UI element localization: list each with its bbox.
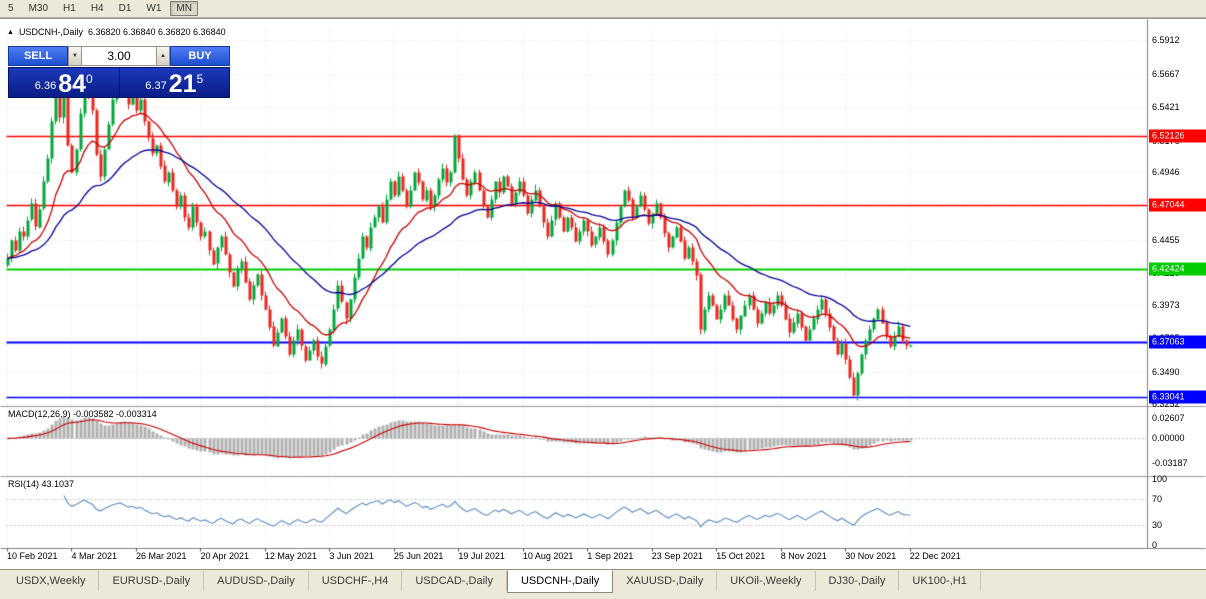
timeframe-button-d1[interactable]: D1 (113, 1, 138, 16)
chart-tab-dj30-daily[interactable]: DJ30-,Daily (816, 571, 900, 591)
collapse-panel-icon[interactable]: ▲ (7, 28, 14, 36)
time-axis-label: 25 Jun 2021 (393, 551, 444, 561)
timeframe-toolbar: 5 M30 H1 H4 D1 W1 MN (0, 0, 1206, 18)
rsi-axis-tick: 30 (1152, 520, 1163, 531)
triangle-up-icon: ▲ (160, 53, 166, 59)
sell-price-display[interactable]: 6.36 84 0 (9, 68, 119, 97)
price-axis-tick: 6.3490 (1152, 366, 1180, 377)
rsi-axis-tick: 0 (1152, 540, 1158, 550)
lot-increase-button[interactable]: ▲ (156, 46, 170, 66)
trade-controls-row: SELL ▼ 3.00 ▲ BUY (8, 46, 230, 66)
time-axis-label: 3 Jun 2021 (329, 551, 374, 561)
macd-axis-tick: -0.03187 (1152, 457, 1188, 468)
time-axis-label: 12 May 2021 (264, 551, 317, 561)
trade-prices-row: 6.36 84 0 6.37 21 5 (8, 67, 230, 98)
price-axis-tick: 6.4455 (1152, 234, 1180, 245)
chart-tab-usdcad-daily[interactable]: USDCAD-,Daily (402, 571, 507, 591)
time-axis-label: 8 Nov 2021 (780, 551, 827, 561)
price-axis-tick: 6.3252 (1152, 399, 1180, 410)
price-axis-tick: 6.3973 (1152, 300, 1180, 311)
rsi-indicator-label: RSI(14) 43.1037 (8, 479, 75, 489)
sell-button[interactable]: SELL (8, 46, 68, 66)
macd-axis-tick: 0.00000 (1152, 432, 1185, 443)
time-axis-label: 30 Nov 2021 (845, 551, 897, 561)
timeframe-button-h1[interactable]: H1 (57, 1, 82, 16)
price-axis-tick: 6.5667 (1152, 68, 1180, 79)
time-axis-label: 26 Mar 2021 (135, 551, 187, 561)
chart-tabs-bar: USDX,Weekly EURUSD-,Daily AUDUSD-,Daily USD… (0, 569, 1206, 599)
chart-tab-eurusd-daily[interactable]: EURUSD-,Daily (99, 571, 205, 591)
price-level-tag: 6.33041 (1149, 390, 1206, 404)
chart-title: USDCNH-,Daily (18, 27, 83, 37)
chart-tab-audusd-daily[interactable]: AUDUSD-,Daily (204, 571, 309, 591)
price-level-tag: 6.42424 (1149, 262, 1206, 276)
time-axis-label: 10 Aug 2021 (522, 551, 574, 561)
buy-button[interactable]: BUY (170, 46, 230, 66)
rsi-axis-tick: 100 (1152, 474, 1168, 484)
chart-tab-usdchf-h4[interactable]: USDCHF-,H4 (309, 571, 403, 591)
time-axis-label: 19 Jul 2021 (458, 551, 505, 561)
price-level-tag: 6.37063 (1149, 335, 1206, 349)
lot-size-input[interactable]: 3.00 (82, 46, 156, 66)
sell-price-figure: 6.36 (34, 80, 57, 92)
price-level-tag: 6.52126 (1149, 129, 1206, 143)
rsi-axis-tick: 70 (1152, 493, 1163, 504)
lot-decrease-button[interactable]: ▼ (68, 46, 82, 66)
chart-tab-xauusd-daily[interactable]: XAUUSD-,Daily (613, 571, 718, 591)
buy-price-figure: 6.37 (145, 80, 167, 92)
buy-price-pips: 21 (168, 70, 197, 98)
one-click-trading-panel: SELL ▼ 3.00 ▲ BUY 6.36 84 0 6.37 21 5 (8, 46, 230, 98)
time-axis-label: 23 Sep 2021 (651, 551, 703, 561)
timeframe-button-h4[interactable]: H4 (85, 1, 110, 16)
price-axis-tick: 6.4946 (1152, 167, 1180, 178)
chart-tab-ukoil-weekly[interactable]: UKOil-,Weekly (717, 571, 816, 591)
buy-price-point: 5 (196, 72, 204, 86)
chart-tab-usdcnh-daily[interactable]: USDCNH-,Daily (506, 570, 614, 593)
chart-header: ▲ USDCNH-,Daily 6.36820 6.36840 6.36820 … (7, 27, 226, 37)
macd-indicator-label: MACD(12,26,9) -0.003582 -0.003314 (8, 409, 157, 419)
chart-window: ▲ USDCNH-,Daily 6.36820 6.36840 6.36820 … (0, 18, 1206, 570)
timeframe-button-mn[interactable]: MN (170, 1, 198, 16)
chart-tab-usdx-weekly[interactable]: USDX,Weekly (3, 571, 100, 591)
timeframe-button-w1[interactable]: W1 (140, 1, 167, 16)
timeframe-button-5[interactable]: 5 (2, 1, 20, 16)
timeframe-button-m30[interactable]: M30 (23, 1, 54, 16)
time-axis-label: 10 Feb 2021 (7, 551, 58, 561)
macd-axis-tick: 0.02607 (1152, 412, 1185, 423)
price-axis-tick: 6.5912 (1152, 35, 1180, 46)
time-axis-label: 20 Apr 2021 (200, 551, 249, 561)
sell-price-point: 0 (86, 72, 93, 86)
time-axis-label: 4 Mar 2021 (71, 551, 117, 561)
price-chart-canvas[interactable] (0, 19, 1206, 570)
chart-tab-uk100-h1[interactable]: UK100-,H1 (899, 571, 981, 591)
price-axis-tick: 6.5421 (1152, 102, 1180, 113)
price-level-tag: 6.47044 (1149, 198, 1206, 212)
buy-price-display[interactable]: 6.37 21 5 (118, 68, 230, 98)
time-axis-label: 15 Oct 2021 (716, 551, 766, 561)
time-axis-label: 22 Dec 2021 (909, 551, 961, 561)
triangle-down-icon: ▼ (72, 53, 78, 59)
chart-ohlc-values: 6.36820 6.36840 6.36820 6.36840 (87, 27, 226, 37)
time-axis-label: 1 Sep 2021 (587, 551, 634, 561)
sell-price-pips: 84 (58, 70, 87, 98)
